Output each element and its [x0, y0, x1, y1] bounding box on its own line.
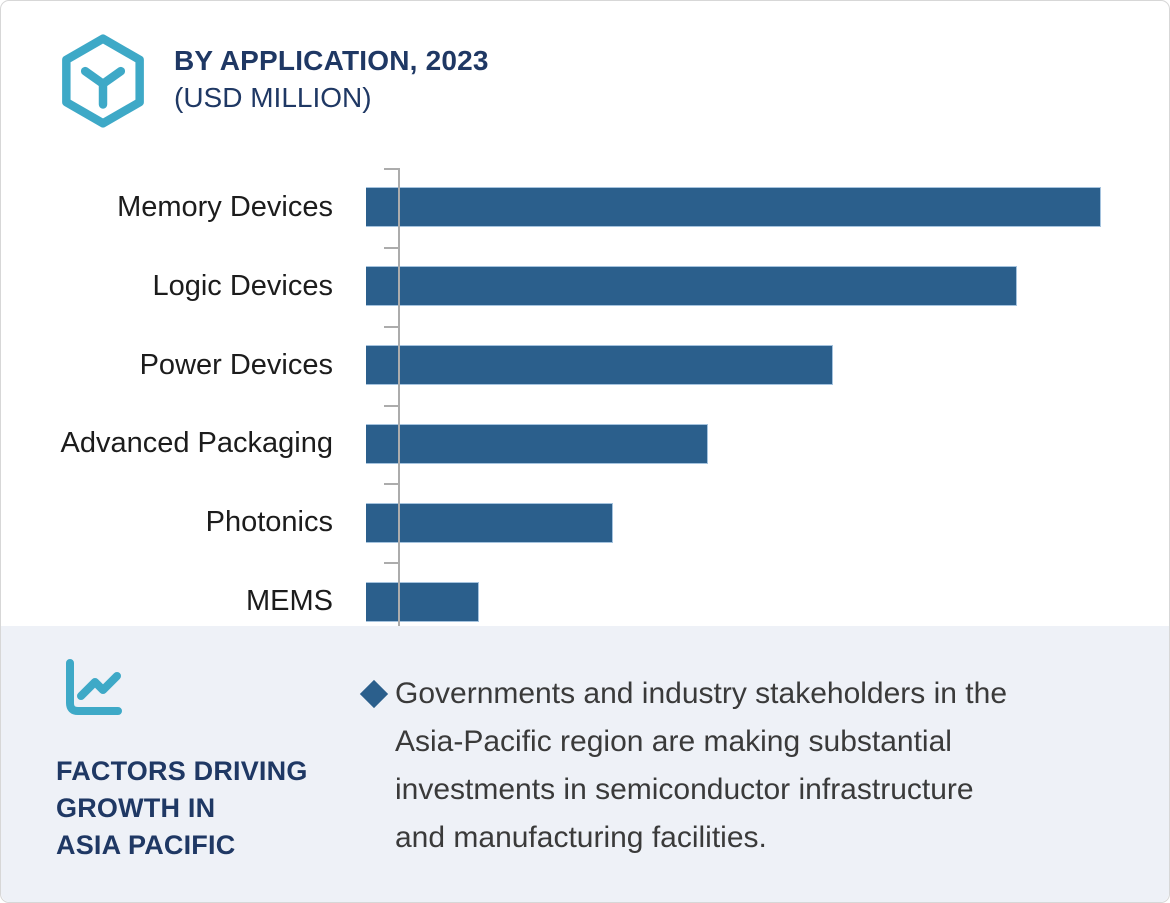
line-chart-icon	[66, 659, 122, 715]
header: BY APPLICATION, 2023 (USD MILLION)	[56, 34, 489, 128]
chart-row: Memory Devices	[1, 168, 1169, 247]
chart-row: Power Devices	[1, 326, 1169, 405]
chart-rows: Memory Devices Logic Devices Power Devices…	[1, 168, 1169, 641]
bar	[366, 345, 834, 386]
category-label: Advanced Packaging	[60, 427, 333, 460]
chart-row: Advanced Packaging	[1, 404, 1169, 483]
insight-item: Governments and industry stakeholders in…	[359, 670, 1134, 862]
category-label: Photonics	[205, 506, 333, 539]
chart-axis	[384, 168, 400, 641]
bar-track	[366, 168, 1169, 247]
bar-track	[366, 247, 1169, 326]
factors-panel: FACTORS DRIVING GROWTH IN ASIA PACIFIC G…	[1, 626, 1169, 902]
axis-tick	[384, 325, 398, 328]
axis-tick	[384, 562, 398, 565]
category-label: MEMS	[246, 585, 333, 618]
bar-track	[366, 326, 1169, 405]
hexagon-cube-icon	[62, 34, 144, 128]
factors-block: FACTORS DRIVING GROWTH IN ASIA PACIFIC	[56, 653, 356, 864]
bar-track	[366, 483, 1169, 562]
bar	[366, 187, 1101, 228]
insight-text: Governments and industry stakeholders in…	[395, 677, 1007, 854]
chart-title-line2: (USD MILLION)	[174, 82, 372, 113]
chart-row: MEMS	[1, 562, 1169, 641]
category-label: Memory Devices	[117, 190, 333, 223]
bar	[366, 502, 613, 543]
bar-chart: Memory Devices Logic Devices Power Devices…	[1, 168, 1169, 641]
bar-track	[366, 562, 1169, 641]
category-label: Logic Devices	[152, 269, 333, 302]
bar	[366, 266, 1018, 307]
axis-tick	[384, 483, 398, 486]
chart-title: BY APPLICATION, 2023 (USD MILLION)	[174, 34, 489, 128]
chart-row: Logic Devices	[1, 247, 1169, 326]
axis-tick	[384, 246, 398, 249]
category-label: Power Devices	[139, 348, 333, 381]
diamond-bullet-icon	[359, 679, 389, 709]
chart-row: Photonics	[1, 483, 1169, 562]
chart-title-line1: BY APPLICATION, 2023	[174, 45, 489, 76]
axis-tick	[384, 168, 398, 170]
axis-tick	[384, 404, 398, 407]
bar-track	[366, 404, 1169, 483]
bar	[366, 423, 709, 464]
factors-heading: FACTORS DRIVING GROWTH IN ASIA PACIFIC	[56, 756, 308, 860]
bar	[366, 581, 480, 622]
